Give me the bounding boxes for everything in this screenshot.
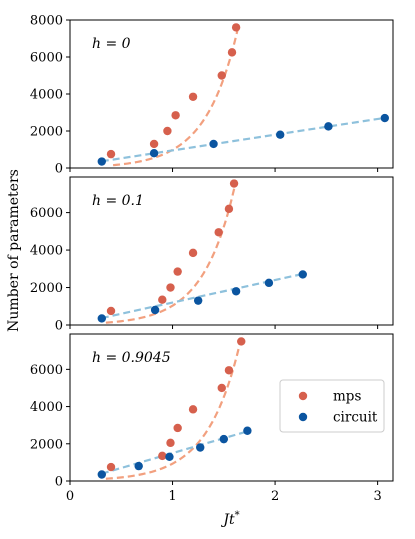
mps-point xyxy=(227,48,237,57)
mps-fit-line xyxy=(112,27,240,167)
panel-label: h = 0 xyxy=(92,36,131,52)
mps-point xyxy=(173,423,182,433)
x-tick-label: 3 xyxy=(373,489,381,504)
circuit-point xyxy=(150,305,160,315)
y-tick-label: 6000 xyxy=(30,206,63,221)
mps-point xyxy=(163,126,172,136)
circuit-point xyxy=(324,122,333,131)
circuit-point xyxy=(264,278,274,288)
mps-point xyxy=(231,23,241,32)
mps-point xyxy=(158,451,167,461)
panel-2: 0 2000 4000 6000 h = 0.1 xyxy=(30,176,394,334)
x-tick-label: 2 xyxy=(271,489,279,504)
mps-point xyxy=(149,139,159,149)
y-tick-label: 6000 xyxy=(30,51,63,66)
mps-point xyxy=(106,306,116,316)
circuit-point xyxy=(231,287,241,296)
y-tick-label: 2000 xyxy=(30,437,63,452)
mps-point xyxy=(224,204,234,214)
circuit-fit-line xyxy=(101,429,250,475)
mps-legend-marker xyxy=(298,391,308,401)
circuit-fit-line xyxy=(101,116,389,163)
mps-point xyxy=(217,71,226,80)
circuit-point xyxy=(193,296,203,305)
circuit-legend-label: circuit xyxy=(333,410,378,426)
mps-point xyxy=(188,405,198,414)
circuit-point xyxy=(298,270,307,279)
circuit-point xyxy=(97,470,106,479)
circuit-point xyxy=(380,113,389,123)
panel-label: h = 0.1 xyxy=(92,193,144,209)
circuit-point xyxy=(165,452,174,462)
mps-point xyxy=(224,366,234,375)
x-axis-title-main: Jt xyxy=(220,512,235,528)
circuit-point xyxy=(209,139,218,149)
panel-frame xyxy=(69,333,394,482)
panel-frame xyxy=(69,176,394,326)
legend: mps circuit xyxy=(279,379,385,433)
x-axis-title: Jt* xyxy=(220,510,239,528)
y-tick-label: 6000 xyxy=(30,363,63,378)
y-tick-label: 0 xyxy=(55,162,63,177)
mps-point xyxy=(237,337,246,346)
circuit-point xyxy=(97,314,106,323)
mps-point xyxy=(158,295,167,304)
x-tick-label: 0 xyxy=(66,489,74,504)
mps-point xyxy=(166,283,175,292)
mps-point xyxy=(217,383,226,393)
y-tick-label: 2000 xyxy=(30,281,63,296)
circuit-point xyxy=(97,157,106,166)
y-tick-label: 4000 xyxy=(30,244,63,259)
mps-point xyxy=(214,228,223,237)
mps-point xyxy=(173,267,182,276)
y-axis-title: Number of parameters xyxy=(6,169,22,332)
panel-label: h = 0.9045 xyxy=(92,350,171,366)
mps-fit-line xyxy=(105,334,244,480)
mps-point xyxy=(106,149,116,159)
circuit-point xyxy=(149,149,159,158)
y-tick-label: 0 xyxy=(55,319,63,334)
mps-point xyxy=(171,111,180,120)
circuit-point xyxy=(219,434,229,444)
circuit-point xyxy=(276,130,285,139)
circuit-point xyxy=(243,426,252,435)
y-tick-label: 8000 xyxy=(30,14,63,29)
circuit-fit-line xyxy=(101,272,307,320)
panel-3: 0 2000 4000 6000 0 1 2 3 h = 0.9045 xyxy=(30,333,394,504)
circuit-point xyxy=(134,461,143,471)
mps-legend-label: mps xyxy=(333,389,361,405)
panel-1: 0 2000 4000 6000 8000 h = 0 xyxy=(30,14,394,177)
y-tick-label: 4000 xyxy=(30,400,63,415)
mps-point xyxy=(188,248,198,258)
circuit-point xyxy=(196,443,205,452)
y-tick-label: 2000 xyxy=(30,125,63,140)
mps-point xyxy=(229,179,239,188)
x-tick-label: 1 xyxy=(168,489,176,504)
y-tick-label: 0 xyxy=(55,475,63,490)
y-tick-label: 4000 xyxy=(30,88,63,103)
mps-point xyxy=(166,438,175,448)
x-axis-title-superscript: * xyxy=(235,510,240,521)
circuit-legend-marker xyxy=(298,412,308,422)
mps-fit-line xyxy=(105,179,238,324)
mps-point xyxy=(188,92,198,101)
mps-point xyxy=(106,462,116,472)
